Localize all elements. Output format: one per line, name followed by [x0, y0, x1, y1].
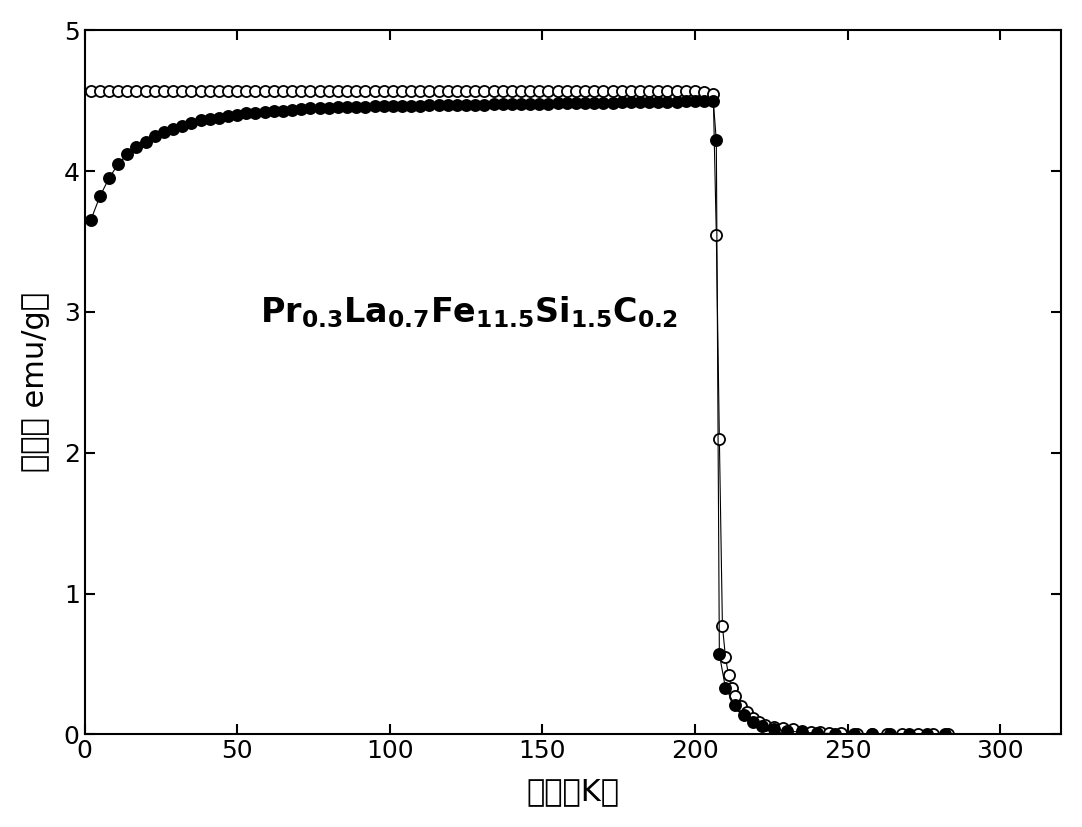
Text: $\mathbf{Pr_{0.3}La_{0.7}Fe_{11.5}Si_{1.5}C_{0.2}}$: $\mathbf{Pr_{0.3}La_{0.7}Fe_{11.5}Si_{1.…: [261, 294, 678, 330]
Y-axis label: 磁矩（ emu/g）: 磁矩（ emu/g）: [21, 293, 50, 472]
X-axis label: 温度（K）: 温度（K）: [526, 777, 619, 806]
